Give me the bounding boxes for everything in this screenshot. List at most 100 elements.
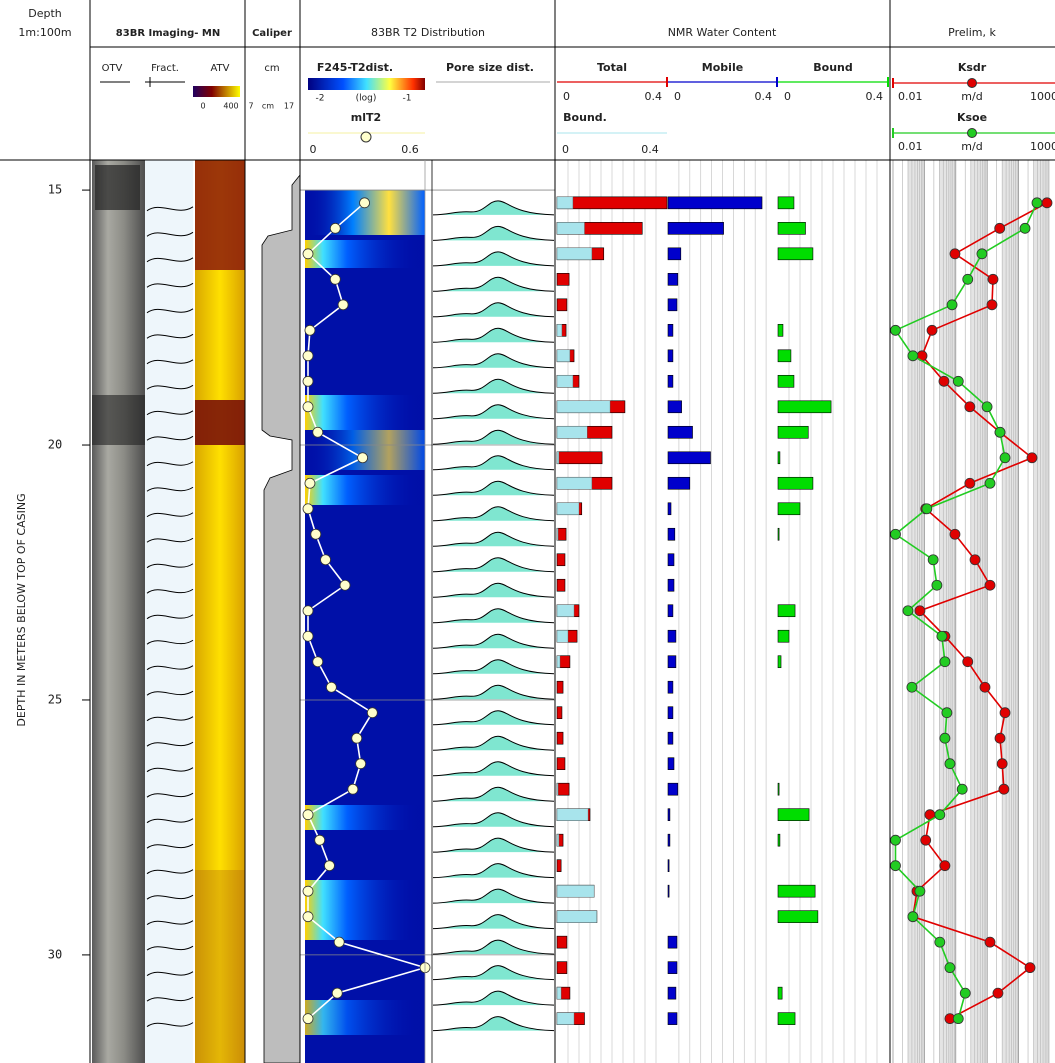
mobile-bar <box>667 476 691 490</box>
curve-point <box>914 885 926 897</box>
bound-bar <box>777 833 781 847</box>
curve-point <box>981 401 993 413</box>
fracture-trace <box>146 741 194 747</box>
bound-bar <box>777 349 792 363</box>
curve-point <box>302 630 314 642</box>
pore-size-curve <box>432 939 555 955</box>
pore-size-curve <box>432 633 555 649</box>
curve-point <box>949 528 961 540</box>
mobile-bar <box>667 222 724 235</box>
total-bar <box>556 731 564 745</box>
total-bar <box>556 451 603 465</box>
curve-point <box>946 299 958 311</box>
atv-image <box>195 160 245 1063</box>
pore-size-curve <box>432 327 555 343</box>
curve-point <box>979 681 991 693</box>
fracture-trace <box>146 461 194 467</box>
curve-point <box>302 809 314 821</box>
fracture-trace <box>146 614 194 620</box>
mobile-bar <box>667 986 677 1000</box>
fracture-trace <box>146 384 194 390</box>
curve-point <box>949 248 961 260</box>
legend-marker <box>967 128 977 138</box>
decade-band <box>970 160 988 1063</box>
bound-overlay-bar <box>556 324 563 337</box>
t2-heatmap-patch <box>305 395 425 430</box>
caliper-unit: cm <box>264 63 279 74</box>
mobile-bar <box>667 808 671 821</box>
curve-point <box>302 401 314 413</box>
depth-title: Depth <box>28 7 62 20</box>
pore-size-curve <box>432 990 555 1006</box>
x-scale-label: 1000 <box>1030 140 1055 153</box>
total-bar <box>556 578 566 592</box>
colorbar-label: 0 <box>200 102 205 111</box>
mobile-bar <box>667 706 674 720</box>
fracture-trace <box>146 767 194 773</box>
curve-point <box>337 299 349 311</box>
heatmap-label: F245-T2dist. <box>317 61 393 74</box>
curve-point <box>952 1013 964 1025</box>
curve-point <box>310 528 322 540</box>
x-scale-label: 0 <box>563 90 570 103</box>
curve-point <box>302 375 314 387</box>
bound-bar <box>777 655 782 669</box>
fracture-trace <box>146 843 194 849</box>
t2-heatmap-patch <box>305 475 425 505</box>
pore-size-curve <box>432 200 555 216</box>
curve-point <box>999 452 1011 464</box>
mobile-bar <box>667 604 674 618</box>
curve-point <box>996 758 1008 770</box>
pore-size-curve <box>432 608 555 624</box>
t2-heatmap-patch <box>305 1000 425 1035</box>
bound-bar <box>777 425 809 439</box>
mobile-bar <box>667 502 672 516</box>
curve-point <box>355 758 367 770</box>
legend-label: Total <box>597 61 627 74</box>
decade-band <box>1002 160 1019 1063</box>
curve-point <box>351 732 363 744</box>
curve-point <box>994 732 1006 744</box>
bound-overlay-bar <box>556 884 595 898</box>
x-scale-label: 0.4 <box>866 90 884 103</box>
bound-bar <box>777 808 810 821</box>
bound-bar <box>777 222 806 235</box>
curve-point <box>890 834 901 846</box>
legend-label: mlT2 <box>351 111 381 124</box>
curve-point <box>941 707 953 719</box>
pore-size-curve <box>432 761 555 777</box>
bound-overlay-bar <box>556 782 559 796</box>
curve-point <box>1024 962 1036 974</box>
mobile-bar <box>667 655 677 669</box>
curve-point <box>907 911 919 923</box>
curve-point <box>992 987 1004 999</box>
curve-point <box>999 707 1011 719</box>
mobile-bar <box>667 629 677 643</box>
atv-dark-zone <box>195 160 245 270</box>
curve-point <box>302 911 314 923</box>
bound-bar <box>777 986 783 1000</box>
fracture-trace <box>146 563 194 569</box>
bound-overlay-bar <box>556 349 571 362</box>
mobile-bar <box>667 578 675 592</box>
bound-bar <box>777 1012 796 1025</box>
curve-point <box>890 324 901 336</box>
bound-overlay-bar <box>556 833 560 847</box>
caliper-curve <box>261 160 301 1063</box>
legend-marker <box>967 78 977 88</box>
curve-point <box>984 579 996 591</box>
curve-point <box>1041 197 1053 209</box>
curve-point <box>357 452 369 464</box>
x-scale-label: m/d <box>961 90 982 103</box>
curve-point <box>986 299 998 311</box>
x-scale-label: m/d <box>961 140 982 153</box>
bound-overlay-bar <box>556 655 561 668</box>
x-scale-label: 0.4 <box>645 90 663 103</box>
pore-size-curve <box>432 582 555 598</box>
curve-point <box>936 630 948 642</box>
mobile-bar <box>667 324 674 337</box>
mlt2-legend-marker <box>360 131 372 143</box>
legend-label: Ksdr <box>958 61 987 74</box>
fracture-trace <box>146 512 194 518</box>
bound-bar <box>777 629 790 643</box>
